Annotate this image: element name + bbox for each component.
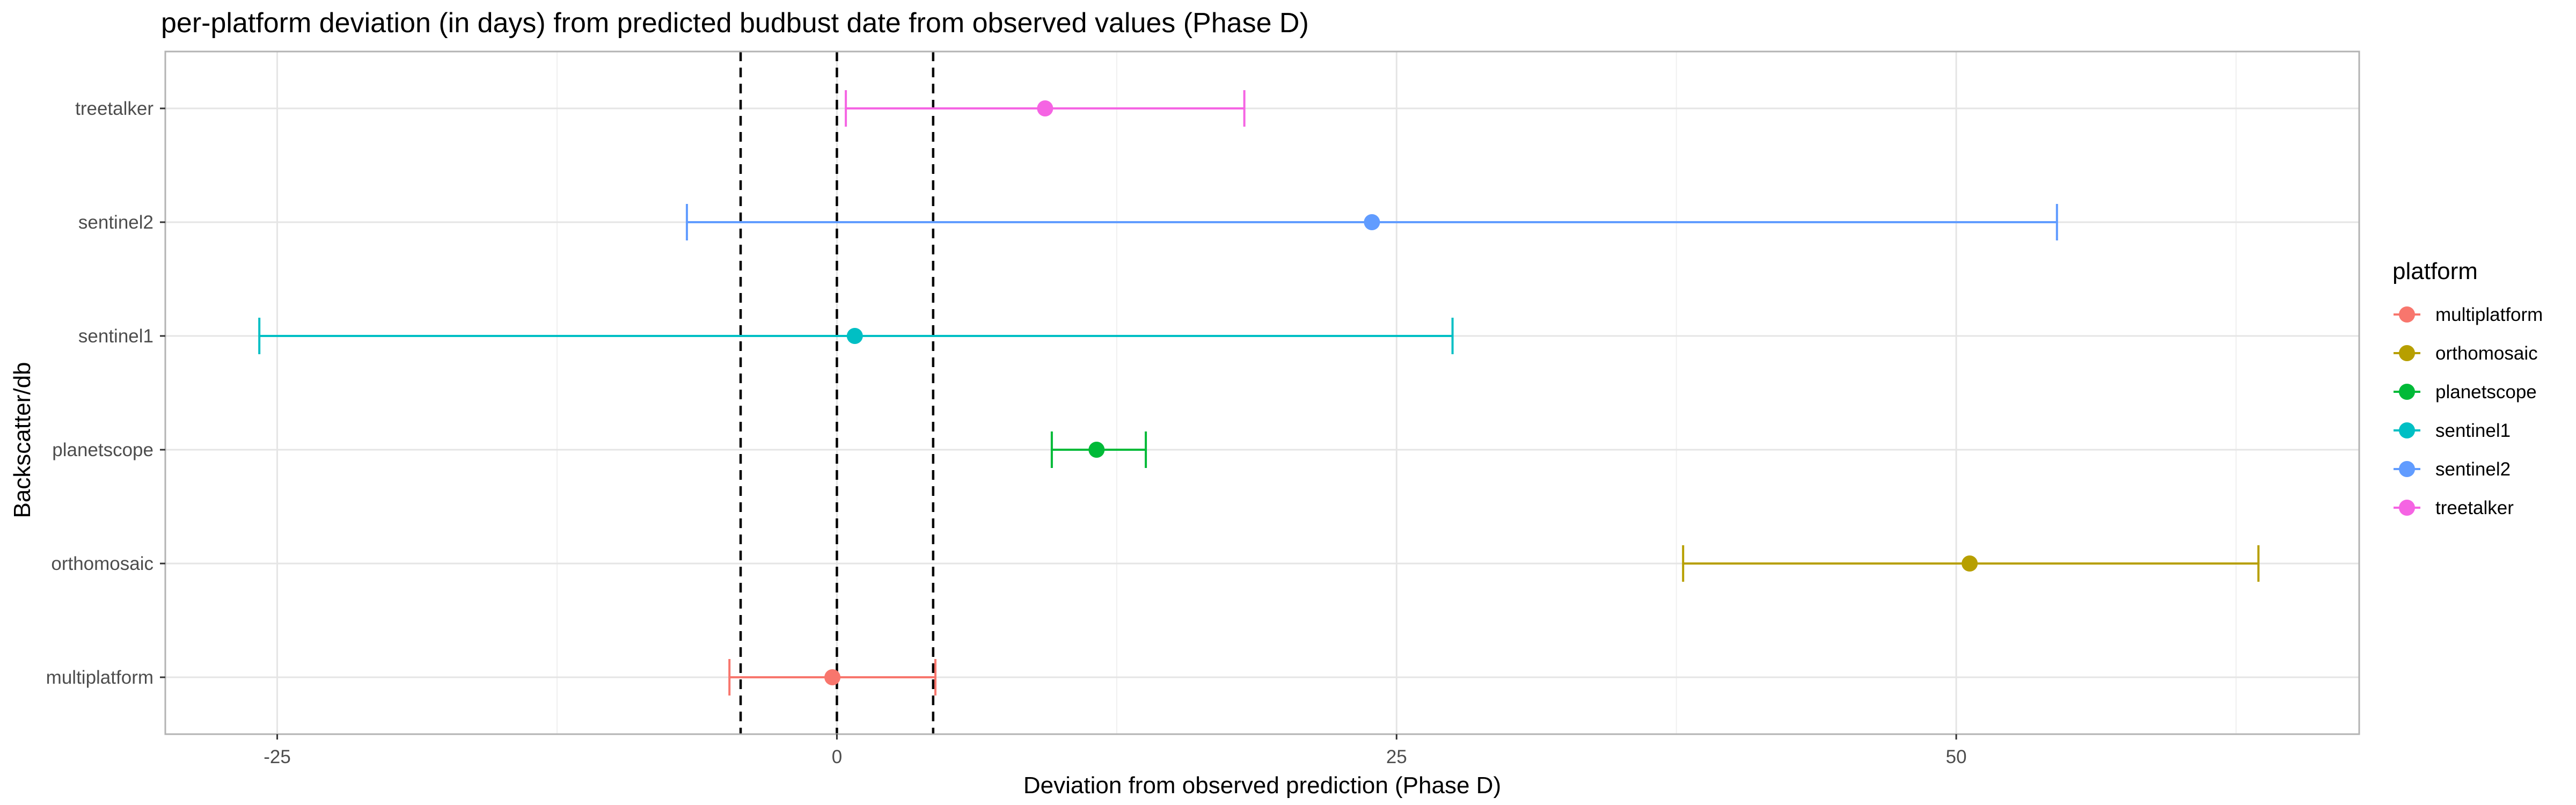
legend-item-sentinel2: sentinel2 [2394,459,2511,480]
legend-label: orthomosaic [2435,343,2538,364]
y-tick-label: orthomosaic [51,553,153,574]
legend-item-sentinel1: sentinel1 [2394,420,2511,441]
series-sentinel2 [685,204,2058,240]
legend: platform multiplatform orthomosaic planets… [2392,258,2543,518]
data-point [846,328,863,344]
x-tick-label: -25 [264,747,291,767]
legend-item-planetscope: planetscope [2394,382,2537,402]
legend-item-treetalker: treetalker [2394,497,2514,518]
data-point [1962,555,1978,572]
legend-label: sentinel1 [2435,420,2511,441]
series-planetscope [1050,431,1147,468]
x-tick-label: 0 [832,747,842,767]
y-tick-label: multiplatform [46,667,153,688]
plot-panel [164,50,2360,735]
x-axis-title: Deviation from observed prediction (Phas… [1023,772,1501,799]
data-point [1364,214,1380,230]
x-tick-label: 25 [1386,747,1407,767]
series-sentinel1 [258,318,1454,354]
legend-label: sentinel2 [2435,459,2511,480]
series-orthomosaic [1682,545,2260,582]
x-tick-label: 50 [1946,747,1967,767]
panel-background [165,52,2359,734]
legend-key-point [2399,500,2415,516]
legend-label: multiplatform [2435,304,2543,325]
legend-label: planetscope [2435,382,2537,402]
data-point [1037,100,1053,116]
series-treetalker [845,90,1246,127]
y-tick-label: treetalker [75,98,153,119]
legend-item-orthomosaic: orthomosaic [2394,343,2538,364]
data-point [824,669,841,685]
legend-key-point [2399,384,2415,400]
legend-key-point [2399,422,2415,438]
chart-title: per-platform deviation (in days) from pr… [161,8,1309,39]
y-tick-label: sentinel2 [78,212,153,233]
legend-title: platform [2392,258,2478,284]
legend-key-point [2399,306,2415,323]
data-point [1088,442,1105,458]
series-multiplatform [728,659,936,696]
legend-key-point [2399,345,2415,361]
y-tick-label: sentinel1 [78,326,153,347]
panel-border [164,50,2360,735]
y-tick-label: planetscope [52,440,153,460]
legend-label: treetalker [2435,497,2514,518]
legend-key-point [2399,461,2415,477]
y-axis-title: Backscatter/db [9,362,35,518]
legend-item-multiplatform: multiplatform [2394,304,2543,325]
